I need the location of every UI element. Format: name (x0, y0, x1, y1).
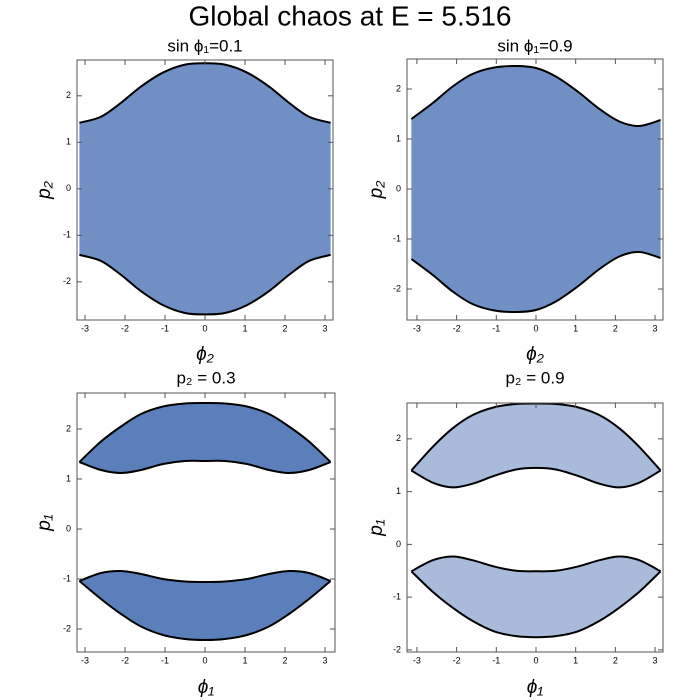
panel: p₂ = 0.9 ϕ₁ p₁ -3 -2 -1 0 1 2 3 -2 -1 0 1 2 (366, 368, 664, 698)
y-tick-label: -1 (63, 573, 71, 583)
x-tick-label: -1 (161, 655, 169, 665)
x-tick-label: -2 (453, 655, 461, 665)
x-tick-label: -3 (81, 323, 89, 333)
lower-boundary (410, 466, 662, 489)
lower-boundary (79, 459, 331, 475)
x-tick-label: 3 (322, 323, 327, 333)
x-tick-label: 2 (282, 323, 287, 333)
chaotic-region (411, 403, 661, 488)
upper-boundary (78, 401, 332, 463)
y-axis-label: p₂ (366, 180, 387, 200)
x-tick-label: -3 (413, 655, 421, 665)
x-tick-label: 0 (533, 323, 538, 333)
lower-boundary (78, 580, 332, 642)
y-tick-label: 0 (66, 523, 71, 533)
panel: p₂ = 0.3 ϕ₁ p₁ -3 -2 -1 0 1 2 3 -2 -1 0 1 2 (34, 368, 336, 698)
y-tick-label: -2 (63, 623, 71, 633)
x-tick-label: 0 (533, 655, 538, 665)
y-tick-label: 1 (66, 473, 71, 483)
x-tick-label: -1 (492, 323, 500, 333)
plot-frame (406, 402, 664, 653)
panel-title: sin ϕ₁=0.1 (167, 36, 242, 55)
x-tick-label: 3 (653, 323, 658, 333)
y-tick-label: -2 (63, 276, 71, 286)
x-axis-label: ϕ₁ (198, 677, 215, 698)
upper-boundary (410, 64, 661, 128)
panel-title: p₂ = 0.9 (505, 368, 564, 387)
x-tick-label: 2 (613, 323, 618, 333)
y-tick-label: 2 (66, 90, 71, 100)
panel-title: p₂ = 0.3 (176, 368, 235, 387)
x-tick-label: 0 (202, 655, 207, 665)
x-tick-label: -1 (492, 655, 500, 665)
panel: sin ϕ₁=0.1 ϕ₂ p₂ -3 -2 -1 0 1 2 3 -2 -1 0 1 2 (34, 36, 334, 365)
chaotic-region (79, 402, 331, 473)
lower-boundary (79, 253, 331, 316)
y-tick-label: 1 (396, 133, 401, 143)
y-tick-label: 2 (66, 423, 71, 433)
y-axis-label: p₂ (34, 180, 55, 200)
x-axis-label: ϕ₂ (526, 344, 545, 365)
y-tick-label: 2 (396, 433, 401, 443)
x-tick-label: 2 (282, 655, 287, 665)
lower-boundary (410, 570, 662, 639)
panel-title: sin ϕ₁=0.9 (497, 36, 572, 55)
chaotic-region (411, 65, 661, 313)
y-tick-label: 1 (66, 137, 71, 147)
x-tick-label: 3 (322, 655, 327, 665)
x-axis-label: ϕ₂ (196, 344, 215, 365)
chaotic-region (411, 556, 661, 638)
upper-boundary (79, 569, 331, 583)
y-tick-label: -1 (393, 592, 401, 602)
y-tick-label: -2 (393, 644, 401, 654)
panel: sin ϕ₁=0.9 ϕ₂ p₂ -3 -2 -1 0 1 2 3 -2 -1 0 1 2 (366, 36, 664, 365)
upper-boundary (410, 555, 662, 573)
x-tick-label: 2 (613, 655, 618, 665)
figure-title: Global chaos at E = 5.516 (189, 0, 512, 31)
y-tick-label: -1 (393, 233, 401, 243)
x-tick-label: -1 (161, 323, 169, 333)
lower-boundary (410, 250, 661, 314)
x-tick-label: 1 (573, 323, 578, 333)
y-tick-label: 0 (396, 539, 401, 549)
y-tick-label: 1 (396, 486, 401, 496)
y-tick-label: 0 (66, 183, 71, 193)
x-tick-label: 1 (242, 655, 247, 665)
x-tick-label: -2 (453, 323, 461, 333)
plot-frame (76, 392, 336, 653)
x-tick-label: 3 (653, 655, 658, 665)
y-axis-label: p₁ (34, 514, 55, 532)
x-tick-label: 1 (573, 655, 578, 665)
x-tick-label: 0 (202, 323, 207, 333)
y-tick-label: -2 (393, 283, 401, 293)
y-tick-label: 0 (396, 183, 401, 193)
chaotic-region (79, 570, 331, 640)
y-tick-label: -1 (63, 230, 71, 240)
x-tick-label: -3 (413, 323, 421, 333)
x-tick-label: -2 (121, 323, 129, 333)
x-tick-label: -2 (121, 655, 129, 665)
y-tick-label: 2 (396, 83, 401, 93)
chaotic-region (79, 63, 331, 315)
x-axis-label: ϕ₁ (527, 677, 544, 698)
x-tick-label: 1 (242, 323, 247, 333)
x-tick-label: -3 (81, 655, 89, 665)
y-axis-label: p₁ (366, 519, 387, 537)
